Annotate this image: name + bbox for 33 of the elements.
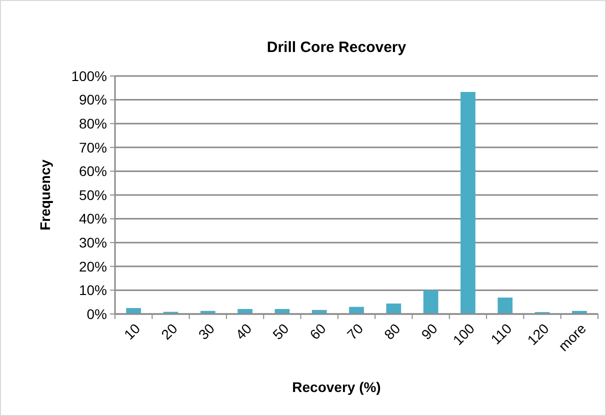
y-tick-label: 40% — [78, 210, 107, 227]
x-tick-label: 10 — [120, 320, 144, 343]
x-tick-label: 40 — [232, 320, 255, 343]
x-tick-label: 80 — [380, 320, 404, 343]
x-tick-label: 30 — [195, 320, 218, 343]
y-tick-label: 90% — [78, 92, 107, 108]
y-tick-label: 30% — [78, 234, 107, 250]
x-tick-label: 90 — [418, 320, 441, 343]
x-axis-title: Recovery (%) — [292, 379, 381, 395]
y-axis-title: Frequency — [37, 159, 53, 230]
chart-title: Drill Core Recovery — [266, 39, 407, 56]
bar — [349, 306, 364, 314]
y-tick-label: 80% — [78, 116, 107, 132]
x-tick-label: 20 — [158, 320, 180, 343]
y-tick-label: 70% — [78, 139, 107, 156]
y-tick-label: 60% — [78, 163, 107, 180]
bar — [386, 304, 402, 314]
x-tick-label: 120 — [524, 320, 552, 348]
y-tick-label: 100% — [71, 68, 107, 84]
bar — [238, 309, 252, 314]
x-tick-label: 50 — [269, 320, 292, 343]
bar — [498, 298, 513, 314]
x-tick-label: 70 — [344, 320, 366, 343]
x-tick-label: 60 — [306, 320, 330, 343]
y-tick-label: 10% — [78, 282, 107, 298]
y-tick-label: 0% — [86, 306, 107, 322]
x-tick-label: 100 — [450, 320, 478, 348]
bar — [423, 290, 438, 314]
x-tick-label: 110 — [488, 320, 515, 348]
y-tick-label: 50% — [78, 186, 107, 203]
bar — [460, 92, 476, 314]
y-tick-label: 20% — [78, 258, 107, 274]
bar — [126, 308, 142, 314]
